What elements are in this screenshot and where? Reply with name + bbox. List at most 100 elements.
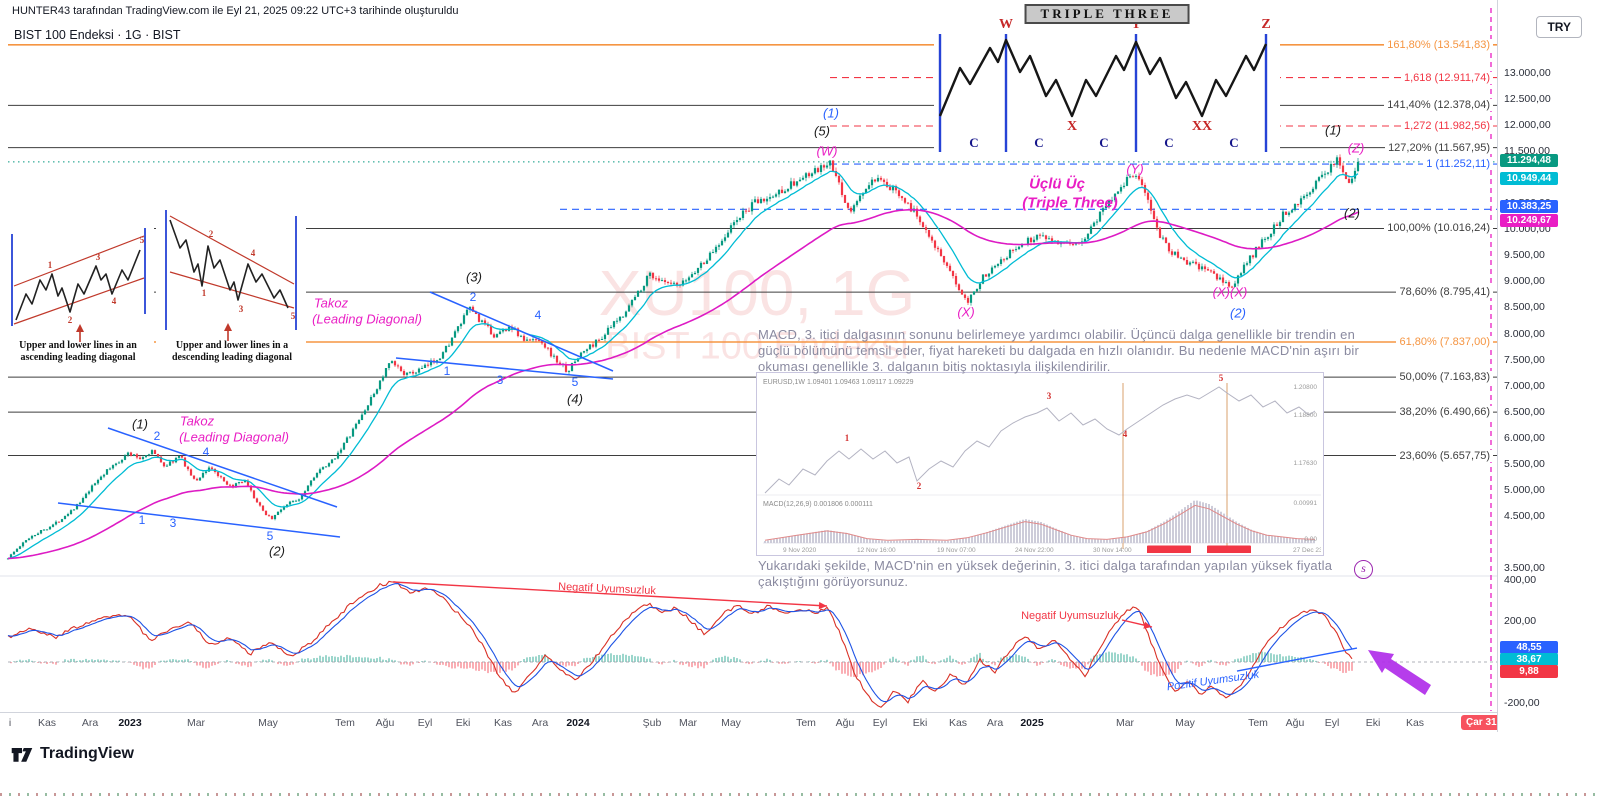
price-tick: 12.500,00: [1504, 93, 1551, 106]
svg-text:24 Nov 22:00: 24 Nov 22:00: [1015, 547, 1054, 553]
svg-text:X: X: [1067, 119, 1077, 134]
time-axis-label[interactable]: Kas: [493, 717, 513, 729]
symbol-title: BIST 100 Endeksi · 1G · BIST: [14, 28, 181, 42]
descending-diagonal-drawing: 1 2 3 4 5: [165, 210, 297, 341]
triple-three-inset: TRIPLE THREE W X Y XX Z C C C C C: [934, 4, 1280, 156]
time-axis-label[interactable]: May: [258, 717, 278, 729]
svg-text:2: 2: [68, 315, 73, 325]
tradingview-logo-text: TradingView: [40, 745, 134, 762]
svg-text:4: 4: [1123, 429, 1128, 439]
svg-text:5: 5: [291, 311, 296, 321]
macd-example-chart: 1 2 3 4 5 EURUSD,1W 1.09401 1.09463 1.09117 1…: [757, 373, 1321, 553]
svg-text:1.17630: 1.17630: [1294, 460, 1318, 467]
svg-text:5: 5: [140, 235, 145, 245]
svg-text:3: 3: [239, 304, 244, 314]
svg-text:3: 3: [1047, 391, 1052, 401]
price-badge: 48,55: [1500, 641, 1558, 654]
currency-toggle-button[interactable]: TRY: [1536, 16, 1582, 38]
time-axis-label[interactable]: Kas: [1405, 717, 1425, 729]
attribution-text: HUNTER43 tarafından TradingView.com ile …: [12, 5, 459, 17]
price-tick: 200,00: [1504, 615, 1537, 627]
time-axis-label[interactable]: Eki: [1365, 717, 1381, 729]
svg-text:0.00991: 0.00991: [1294, 500, 1318, 507]
time-axis-label[interactable]: 2024: [566, 717, 590, 729]
price-tick: 8.500,00: [1504, 301, 1545, 314]
time-axis-label[interactable]: Eyl: [417, 717, 433, 729]
price-badge: 10.949,44: [1500, 172, 1558, 185]
time-axis-label[interactable]: Mar: [1115, 717, 1135, 729]
macd-example-inset: 1 2 3 4 5 EURUSD,1W 1.09401 1.09463 1.09117 1…: [756, 372, 1324, 556]
svg-text:3: 3: [96, 252, 101, 262]
time-axis-label[interactable]: Eki: [912, 717, 928, 729]
price-tick: 5.000,00: [1504, 483, 1545, 496]
watermark-symbol: XU100, 1G: [598, 257, 916, 329]
tradingview-logo[interactable]: TradingView: [10, 744, 134, 764]
time-axis-label[interactable]: Eyl: [1324, 717, 1340, 729]
triple-three-title: TRIPLE THREE: [1024, 4, 1190, 24]
svg-text:C: C: [969, 135, 978, 150]
price-tick: -200,00: [1504, 697, 1540, 709]
svg-text:EURUSD,1W 1.09401 1.09463 1: EURUSD,1W 1.09401 1.09463 1.09117 1.0922…: [763, 379, 914, 386]
time-axis[interactable]: Çar 31 Ara i Kas Ara 2023 Mar May Tem Ağu Eyl Eki…: [0, 712, 1600, 734]
svg-text:MACD(12,26,9) 0.001806 0.000: MACD(12,26,9) 0.001806 0.000111: [763, 501, 873, 508]
svg-text:Z: Z: [1261, 17, 1270, 32]
bottom-dotted-divider: [0, 793, 1600, 796]
svg-text:5: 5: [1219, 373, 1224, 383]
svg-text:0.00: 0.00: [1304, 536, 1317, 543]
time-axis-label[interactable]: Mar: [678, 717, 698, 729]
time-axis-label[interactable]: Kas: [37, 717, 57, 729]
time-axis-label[interactable]: Ağu: [835, 717, 855, 729]
svg-text:27 Dec 23:0: 27 Dec 23:0: [1293, 547, 1321, 553]
signature-badge: s: [1354, 560, 1373, 579]
time-axis-label[interactable]: Tem: [1248, 717, 1268, 729]
time-axis-label[interactable]: May: [721, 717, 741, 729]
price-tick: 7.500,00: [1504, 353, 1545, 366]
time-axis-label[interactable]: Tem: [335, 717, 355, 729]
time-axis-label[interactable]: Ara: [81, 717, 99, 729]
price-tick: 13.000,00: [1504, 67, 1551, 79]
time-axis-label[interactable]: 2025: [1020, 717, 1044, 729]
price-tick: 5.500,00: [1504, 457, 1545, 470]
time-axis-label[interactable]: Ara: [986, 717, 1004, 729]
time-axis-label[interactable]: Mar: [186, 717, 206, 729]
price-axis[interactable]: 13.000,0012.500,0012.000,0011.500,0010.5…: [1497, 0, 1600, 732]
svg-text:2: 2: [209, 229, 214, 239]
svg-text:Y: Y: [1131, 17, 1141, 32]
time-axis-label[interactable]: Ağu: [375, 717, 395, 729]
svg-text:1: 1: [202, 288, 207, 298]
svg-text:1: 1: [48, 260, 53, 270]
svg-text:4: 4: [112, 296, 117, 306]
time-axis-label[interactable]: 2023: [118, 717, 142, 729]
watermark-subtitle: BIST 100 Endeksi: [605, 325, 909, 368]
price-badge: 11.294,48: [1500, 154, 1558, 167]
svg-text:C: C: [1229, 135, 1238, 150]
svg-text:1: 1: [845, 433, 850, 443]
time-axis-label[interactable]: Ağu: [1285, 717, 1305, 729]
price-badge: 10.383,25: [1500, 200, 1558, 213]
time-axis-label[interactable]: Eyl: [872, 717, 888, 729]
macd-description-text: MACD, 3. itici dalgasının sonunu belirle…: [758, 327, 1359, 374]
svg-text:2: 2: [917, 481, 922, 491]
time-axis-label[interactable]: Şub: [642, 717, 662, 729]
time-axis-label[interactable]: Eki: [455, 717, 471, 729]
time-axis-label[interactable]: Tem: [796, 717, 816, 729]
time-axis-label[interactable]: May: [1175, 717, 1195, 729]
price-tick: 6.000,00: [1504, 431, 1545, 444]
svg-text:4: 4: [251, 248, 256, 258]
svg-text:C: C: [1099, 135, 1108, 150]
price-tick: 400,00: [1504, 574, 1537, 586]
triple-three-diagram: W X Y XX Z C C C C C: [938, 17, 1271, 152]
price-tick: 3.500,00: [1504, 561, 1545, 574]
tradingview-logo-icon: [11, 748, 33, 762]
time-axis-label[interactable]: Kas: [948, 717, 968, 729]
price-tick: 9.000,00: [1504, 275, 1545, 288]
svg-text:30 Nov 14:00: 30 Nov 14:00: [1093, 547, 1132, 553]
price-tick: 12.000,00: [1504, 119, 1551, 132]
time-axis-label[interactable]: Ara: [531, 717, 549, 729]
svg-text:12 Nov 16:00: 12 Nov 16:00: [857, 547, 896, 553]
macd-conclusion-text: Yukarıdaki şekilde, MACD'nin en yüksek d…: [758, 558, 1333, 589]
price-tick: 8.000,00: [1504, 327, 1545, 340]
ascending-diagonal-inset: 1 2 3 4 5: [4, 228, 154, 346]
time-axis-label[interactable]: i: [8, 717, 12, 729]
